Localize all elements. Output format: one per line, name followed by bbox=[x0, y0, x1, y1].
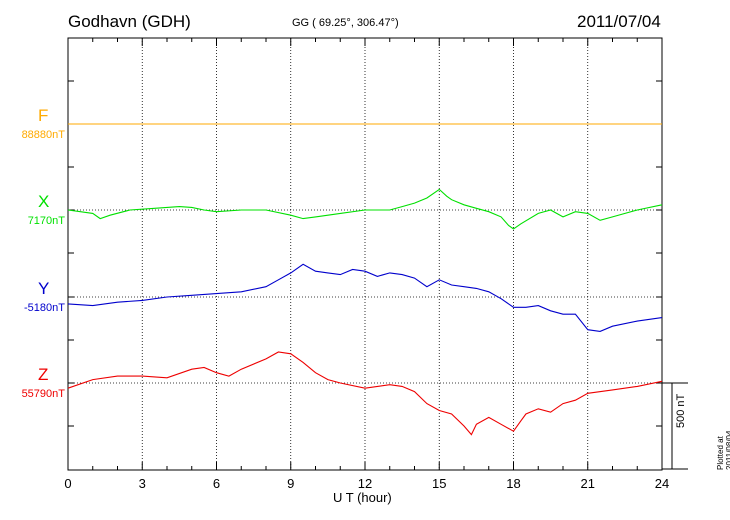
x-tick-label: 12 bbox=[357, 476, 373, 491]
plotted-timestamp: Plotted at 2011/08/04 00:59 UT bbox=[716, 430, 730, 470]
x-tick-label: 24 bbox=[654, 476, 670, 491]
series-z-line bbox=[67, 351, 663, 436]
component-name-z: Z bbox=[38, 365, 49, 384]
x-tick-label: 3 bbox=[138, 476, 146, 491]
component-name-x: X bbox=[38, 192, 50, 211]
plot-date: 2011/07/04 bbox=[577, 12, 661, 31]
series-x-line bbox=[67, 188, 663, 230]
grid-lines bbox=[141, 38, 589, 470]
scale-bar bbox=[662, 382, 688, 470]
scale-bar-label: 500 nT bbox=[675, 393, 687, 428]
x-tick-label: 15 bbox=[432, 476, 447, 491]
x-tick-label: 0 bbox=[64, 476, 72, 491]
x-tick-label: 6 bbox=[212, 476, 221, 491]
component-baseline-y: -5180nT bbox=[24, 302, 65, 314]
x-axis-label: U T (hour) bbox=[333, 490, 392, 505]
station-coordinates: GG ( 69.25°, 306.47°) bbox=[292, 17, 399, 29]
component-baseline-x: 7170nT bbox=[27, 215, 65, 227]
component-baseline-z: 55790nT bbox=[21, 388, 65, 400]
series-y-line bbox=[67, 263, 663, 332]
data-traces bbox=[67, 123, 663, 436]
x-tick-label: 18 bbox=[506, 476, 521, 491]
station-title: Godhavn (GDH) bbox=[68, 12, 191, 31]
x-tick-label: 21 bbox=[580, 476, 595, 491]
component-baseline-f: 88880nT bbox=[21, 129, 65, 141]
x-tick-label: 9 bbox=[287, 476, 295, 491]
component-name-y: Y bbox=[38, 279, 50, 298]
component-name-f: F bbox=[38, 106, 49, 125]
